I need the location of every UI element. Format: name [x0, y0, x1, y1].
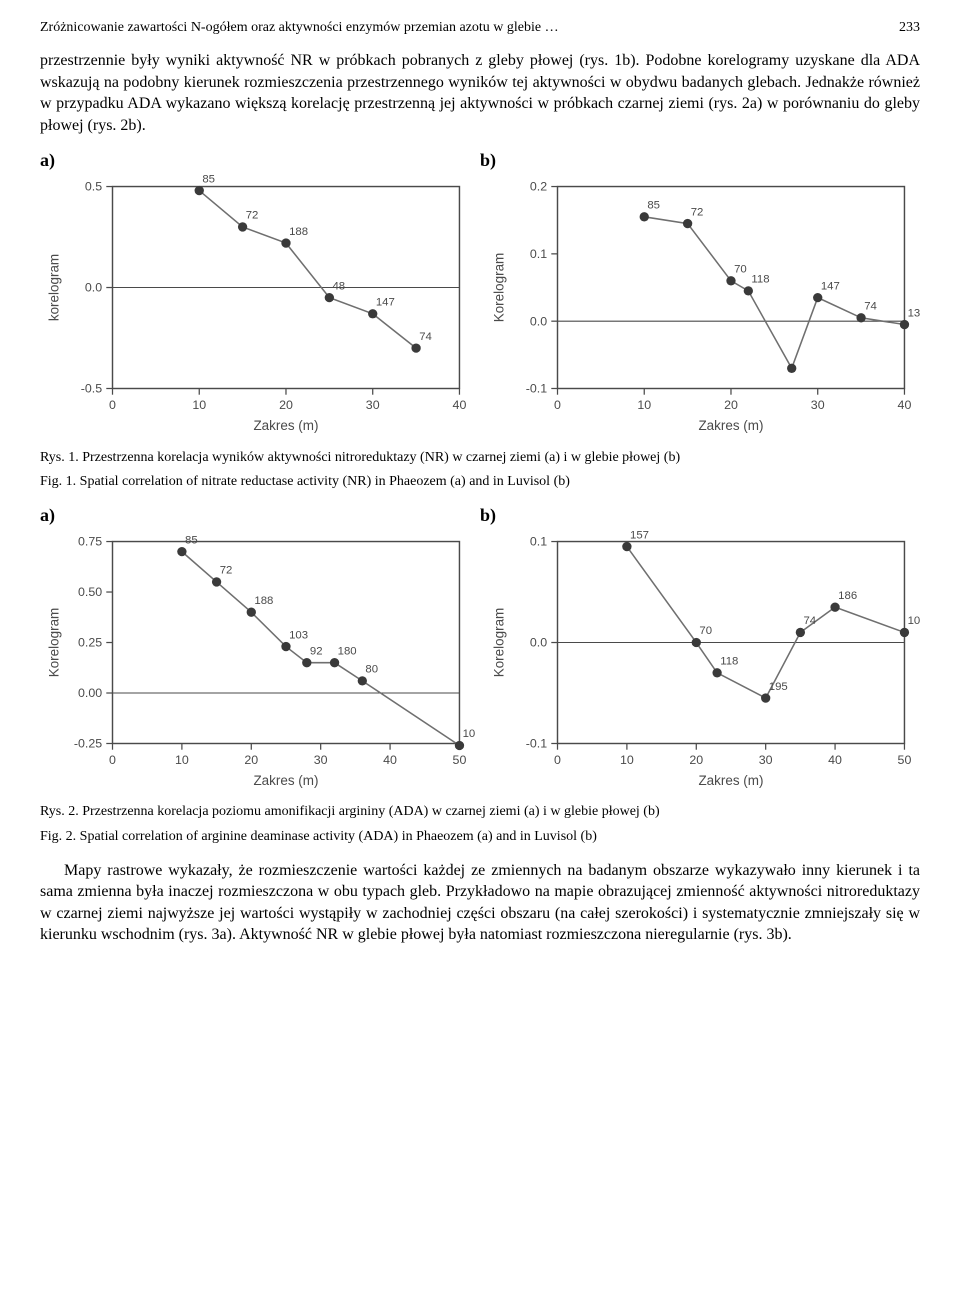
svg-text:Zakres (m): Zakres (m)	[253, 773, 318, 788]
svg-text:188: 188	[254, 595, 273, 607]
svg-text:20: 20	[689, 753, 703, 767]
svg-text:-0.25: -0.25	[74, 737, 102, 751]
svg-text:30: 30	[811, 399, 825, 413]
page-number: 233	[899, 20, 920, 36]
svg-text:0: 0	[109, 399, 116, 413]
svg-text:180: 180	[338, 645, 357, 657]
svg-text:134: 134	[908, 308, 920, 320]
svg-text:0.00: 0.00	[78, 686, 102, 700]
fig2-label-b: b)	[480, 505, 920, 526]
svg-text:-0.5: -0.5	[81, 382, 102, 396]
svg-text:103: 103	[289, 629, 308, 641]
svg-text:30: 30	[314, 753, 328, 767]
fig1-charts: 0 10 20 30 40 -0.5 0.0 0.5 Zakres (m) korelogram 8…	[40, 171, 920, 440]
fig1-label-a: a)	[40, 150, 480, 171]
svg-text:80: 80	[365, 664, 378, 676]
svg-text:0.0: 0.0	[530, 315, 547, 329]
svg-text:103: 103	[463, 728, 475, 740]
svg-text:korelogram: korelogram	[47, 254, 62, 321]
svg-text:10: 10	[637, 399, 651, 413]
fig1-caption-en: Fig. 1. Spatial correlation of nitrate r…	[40, 473, 920, 491]
svg-text:20: 20	[724, 399, 738, 413]
svg-text:0.1: 0.1	[530, 535, 547, 549]
svg-text:50: 50	[898, 753, 912, 767]
svg-text:Zakres (m): Zakres (m)	[253, 418, 318, 433]
svg-text:48: 48	[332, 281, 345, 293]
svg-text:40: 40	[898, 399, 912, 413]
svg-text:186: 186	[838, 590, 857, 602]
svg-text:85: 85	[202, 174, 215, 186]
svg-text:40: 40	[453, 399, 467, 413]
fig1b-chart: 0 10 20 30 40 -0.1 0.0 0.1 0.2 Zakres (m) Korelogr…	[485, 171, 920, 440]
svg-text:50: 50	[453, 753, 467, 767]
svg-text:92: 92	[310, 645, 323, 657]
fig2-caption-en: Fig. 2. Spatial correlation of arginine …	[40, 828, 920, 846]
svg-text:0: 0	[554, 399, 561, 413]
svg-text:Zakres (m): Zakres (m)	[698, 418, 763, 433]
svg-text:20: 20	[279, 399, 293, 413]
svg-text:0.0: 0.0	[530, 636, 547, 650]
svg-text:103: 103	[908, 615, 920, 627]
fig1-panel-labels: a) b)	[40, 150, 920, 171]
fig2-panel-labels: a) b)	[40, 505, 920, 526]
svg-text:85: 85	[647, 200, 660, 212]
fig1-label-b: b)	[480, 150, 920, 171]
svg-text:40: 40	[828, 753, 842, 767]
svg-text:147: 147	[376, 297, 395, 309]
fig2-charts: 01020304050-0.250.000.250.500.75Zakres (…	[40, 526, 920, 795]
svg-text:0: 0	[109, 753, 116, 767]
svg-text:10: 10	[620, 753, 634, 767]
svg-text:30: 30	[366, 399, 380, 413]
svg-text:0.75: 0.75	[78, 535, 102, 549]
svg-text:0.1: 0.1	[530, 247, 547, 261]
fig2-caption-pl: Rys. 2. Przestrzenna korelacja poziomu a…	[40, 803, 920, 821]
svg-text:72: 72	[220, 565, 233, 577]
svg-text:72: 72	[691, 207, 704, 219]
svg-text:147: 147	[821, 281, 840, 293]
svg-text:74: 74	[864, 301, 877, 313]
svg-text:74: 74	[803, 615, 816, 627]
svg-text:0.2: 0.2	[530, 180, 547, 194]
svg-text:Zakres (m): Zakres (m)	[698, 773, 763, 788]
svg-text:10: 10	[192, 399, 206, 413]
running-header: Zróżnicowanie zawartości N-ogółem oraz a…	[40, 20, 920, 36]
fig1-caption-pl: Rys. 1. Przestrzenna korelacja wyników a…	[40, 449, 920, 467]
svg-text:74: 74	[419, 331, 432, 343]
svg-text:20: 20	[244, 753, 258, 767]
fig2a-chart: 0 10 20 30 40 50 -0.25 0.00 0.25 0.50 0.75 Zakres (…	[40, 526, 475, 795]
body-paragraph-2: Mapy rastrowe wykazały, że rozmieszczeni…	[40, 860, 920, 946]
svg-text:0: 0	[554, 753, 561, 767]
fig2-label-a: a)	[40, 505, 480, 526]
svg-text:188: 188	[289, 226, 308, 238]
svg-text:0.5: 0.5	[85, 180, 102, 194]
svg-text:118: 118	[751, 274, 769, 286]
svg-text:Korelogram: Korelogram	[492, 608, 507, 678]
svg-text:40: 40	[383, 753, 397, 767]
svg-text:Korelogram: Korelogram	[492, 253, 507, 323]
svg-text:10: 10	[175, 753, 189, 767]
svg-text:-0.1: -0.1	[526, 382, 547, 396]
svg-text:70: 70	[734, 264, 747, 276]
running-title: Zróżnicowanie zawartości N-ogółem oraz a…	[40, 20, 559, 36]
body-paragraph-1: przestrzennie były wyniki aktywność NR w…	[40, 50, 920, 136]
svg-text:0.0: 0.0	[85, 281, 102, 295]
svg-text:72: 72	[246, 210, 259, 222]
svg-text:-0.1: -0.1	[526, 737, 547, 751]
svg-text:70: 70	[699, 625, 712, 637]
svg-text:85: 85	[185, 534, 198, 546]
fig1a-chart: 0 10 20 30 40 -0.5 0.0 0.5 Zakres (m) korelogram 8…	[40, 171, 475, 440]
svg-text:0.50: 0.50	[78, 585, 102, 599]
svg-text:118: 118	[720, 656, 738, 668]
fig2b-chart: 0 10 20 30 40 50 -0.1 0.0 0.1 Zakres (m) Korelogra…	[485, 526, 920, 795]
svg-text:Korelogram: Korelogram	[47, 608, 62, 678]
svg-text:0.25: 0.25	[78, 636, 102, 650]
svg-text:195: 195	[769, 681, 788, 693]
svg-text:157: 157	[630, 529, 649, 541]
svg-text:30: 30	[759, 753, 773, 767]
